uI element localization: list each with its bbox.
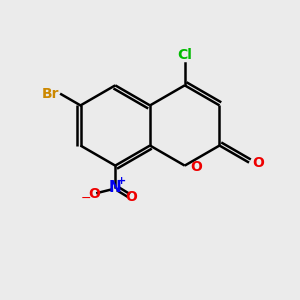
Text: −: − (81, 191, 92, 205)
Text: O: O (191, 160, 203, 174)
Text: O: O (253, 156, 265, 170)
Text: Br: Br (41, 87, 59, 101)
Text: Cl: Cl (177, 48, 192, 62)
Text: N: N (109, 179, 122, 194)
Text: O: O (88, 188, 100, 201)
Text: +: + (117, 176, 126, 186)
Text: O: O (126, 190, 137, 204)
